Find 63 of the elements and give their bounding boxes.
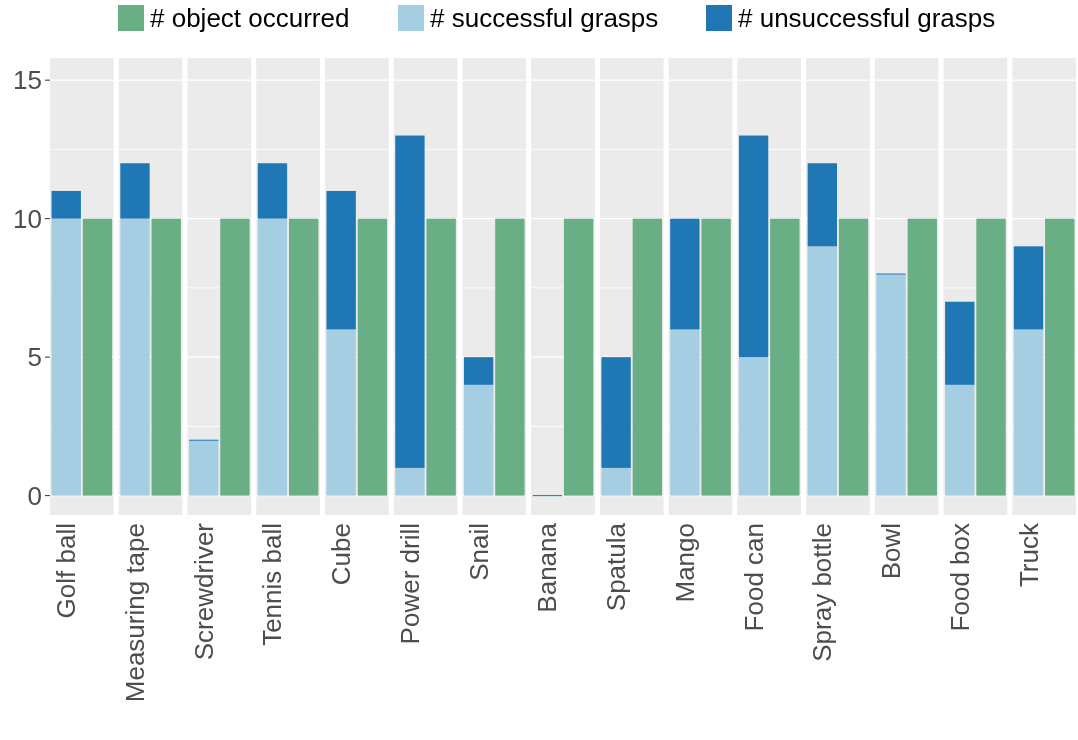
x-tick-label: Mango — [669, 523, 700, 603]
bar — [51, 190, 81, 219]
bar — [357, 218, 388, 496]
bar — [807, 163, 837, 247]
x-tick-label: Banana — [532, 522, 563, 613]
bar — [670, 218, 700, 330]
bar — [632, 218, 663, 496]
x-tick-label: Food can — [738, 523, 769, 632]
bar — [189, 440, 219, 496]
bar — [670, 329, 700, 496]
bar — [945, 384, 975, 496]
bar — [82, 218, 113, 496]
bar — [326, 190, 356, 330]
x-tick-label: Measuring tape — [119, 523, 150, 703]
bar — [1013, 329, 1044, 496]
bar — [601, 467, 631, 496]
bar — [395, 135, 425, 468]
y-tick-label: 15 — [13, 65, 42, 96]
bar — [838, 218, 869, 496]
x-tick-label: Tennis ball — [257, 523, 288, 646]
bar — [326, 329, 356, 496]
x-tick-label: Power drill — [394, 523, 425, 645]
bar — [257, 163, 288, 219]
x-tick-label: Food box — [944, 523, 975, 632]
bar — [770, 218, 800, 496]
bar — [151, 218, 181, 496]
bar — [907, 218, 937, 496]
x-tick-label: Snail — [463, 523, 494, 581]
bar — [738, 135, 769, 358]
bar — [463, 384, 494, 496]
bar — [876, 274, 906, 496]
legend-label: # successful grasps — [430, 3, 659, 34]
bar — [807, 246, 837, 496]
bar — [120, 163, 150, 219]
bar — [51, 218, 81, 496]
x-tick-label: Spatula — [601, 522, 632, 612]
bar — [495, 218, 525, 496]
bar — [289, 218, 319, 496]
legend-label: # object occurred — [150, 3, 350, 34]
bar — [738, 357, 769, 496]
bar — [945, 301, 975, 385]
bar — [120, 218, 150, 496]
bar — [1013, 246, 1044, 330]
bar — [395, 467, 425, 496]
bar — [220, 218, 250, 496]
bar — [426, 218, 456, 496]
bar — [1045, 218, 1075, 496]
y-tick-label: 5 — [27, 342, 42, 373]
x-tick-label: Bowl — [876, 523, 907, 580]
bar — [976, 218, 1006, 496]
x-tick-label: Truck — [1013, 522, 1044, 588]
x-tick-label: Cube — [326, 523, 357, 586]
y-tick-label: 0 — [27, 480, 42, 511]
bar — [463, 357, 494, 385]
x-tick-label: Golf ball — [51, 523, 82, 619]
bar — [563, 218, 594, 496]
x-tick-label: Spray bottle — [807, 523, 838, 662]
x-tick-label: Screwdriver — [188, 522, 219, 661]
legend-label: # unsuccessful grasps — [738, 3, 996, 34]
bar — [701, 218, 731, 496]
bar — [257, 218, 288, 496]
bar — [601, 357, 631, 468]
y-tick-label: 10 — [13, 203, 42, 234]
